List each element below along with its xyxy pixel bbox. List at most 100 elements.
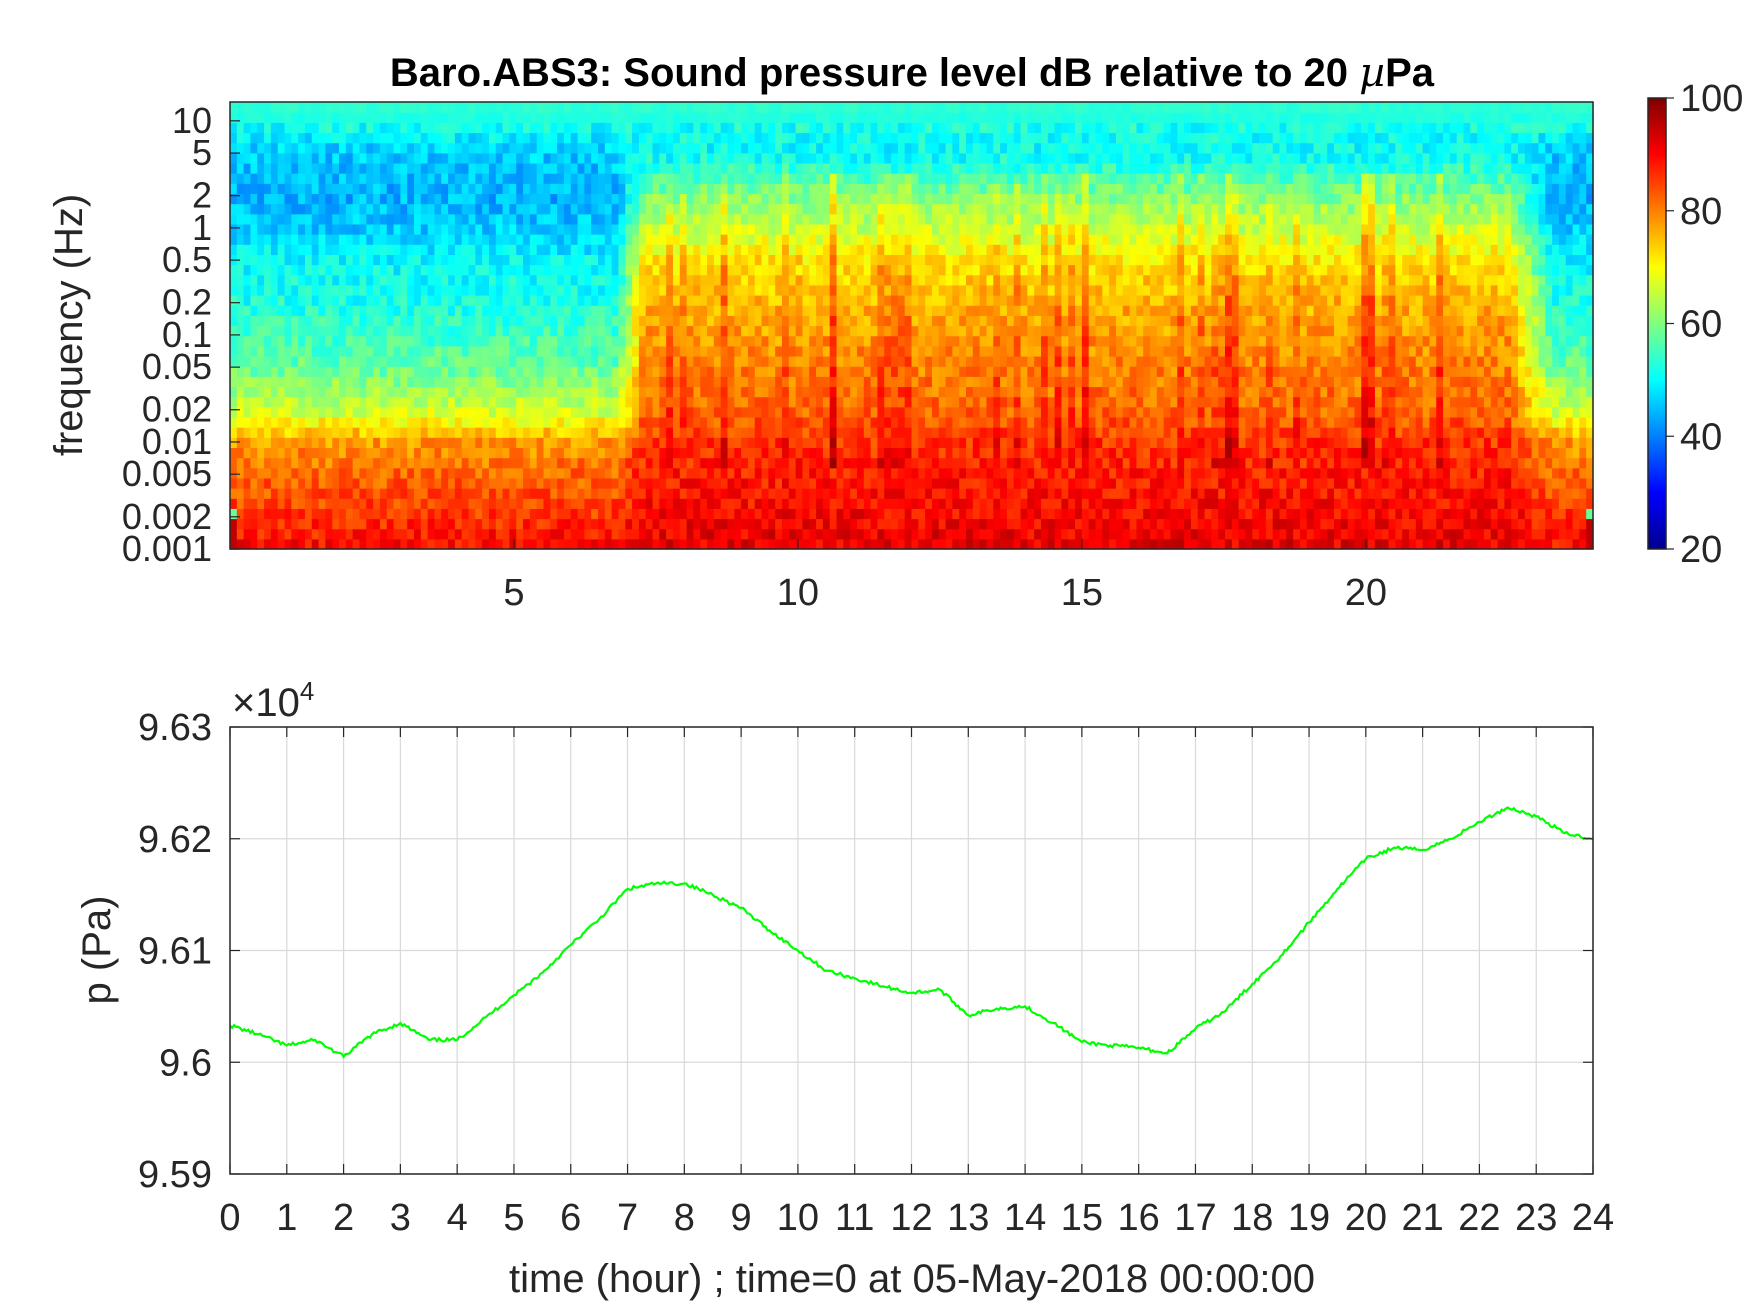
heatmap-cell <box>782 518 790 530</box>
heatmap-cell <box>897 437 906 449</box>
heatmap-cell <box>311 366 320 377</box>
heatmap-cell <box>836 498 844 509</box>
heatmap-cell <box>420 376 429 388</box>
heatmap-cell <box>625 477 633 489</box>
heatmap-cell <box>904 284 913 296</box>
heatmap-cell <box>570 467 579 479</box>
heatmap-cell <box>959 162 967 174</box>
heatmap-cell <box>925 406 933 418</box>
heatmap-cell <box>379 427 388 438</box>
heatmap-cell <box>536 203 545 215</box>
heatmap-cell <box>311 477 320 489</box>
heatmap-cell <box>822 396 831 408</box>
heatmap-cell <box>243 518 252 530</box>
heatmap-cell <box>816 498 824 509</box>
heatmap-cell <box>959 264 967 276</box>
heatmap-cell <box>536 274 545 286</box>
heatmap-cell <box>870 244 879 255</box>
heatmap-cell <box>672 132 681 144</box>
heatmap-cell <box>400 437 408 449</box>
heatmap-cell <box>747 203 756 215</box>
heatmap-cell <box>959 366 967 377</box>
heatmap-cell <box>727 488 735 499</box>
heatmap-cell <box>304 457 313 469</box>
heatmap-cell <box>441 416 449 428</box>
heatmap-cell <box>359 355 367 367</box>
heatmap-cell <box>230 518 238 530</box>
heatmap-cell <box>591 437 599 449</box>
heatmap-cell <box>911 518 919 530</box>
heatmap-cell <box>952 467 960 479</box>
heatmap-cell <box>911 538 919 550</box>
heatmap-cell <box>516 355 524 367</box>
heatmap-cell <box>959 244 967 255</box>
heatmap-cell <box>897 538 906 550</box>
heatmap-cell <box>925 305 933 316</box>
heatmap-cell <box>291 335 299 347</box>
heatmap-cell <box>850 152 858 164</box>
heatmap-cell <box>645 295 654 306</box>
heatmap-cell <box>598 254 606 266</box>
heatmap-cell <box>475 213 483 225</box>
heatmap-cell <box>393 193 401 205</box>
heatmap-cell <box>325 376 333 388</box>
heatmap-cell <box>945 193 953 205</box>
heatmap-cell <box>850 528 858 540</box>
heatmap-cell <box>870 102 879 113</box>
heatmap-cell <box>468 386 476 398</box>
heatmap-cell <box>325 102 333 113</box>
heatmap-cell <box>523 508 531 520</box>
heatmap-cell <box>379 396 388 408</box>
heatmap-cell <box>345 488 354 499</box>
heatmap-cell <box>482 345 490 357</box>
heatmap-cell <box>243 416 252 428</box>
heatmap-cell <box>672 508 681 520</box>
heatmap-cell <box>291 376 299 388</box>
heatmap-cell <box>257 315 265 327</box>
heatmap-cell <box>775 518 783 530</box>
heatmap-cell <box>843 183 851 195</box>
heatmap-cell <box>591 162 599 174</box>
heatmap-cell <box>420 284 429 296</box>
heatmap-cell <box>557 467 565 479</box>
heatmap-cell <box>379 447 388 459</box>
heatmap-cell <box>679 467 688 479</box>
heatmap-cell <box>359 345 367 357</box>
heatmap-cell <box>632 223 640 235</box>
heatmap-cell <box>332 264 340 276</box>
heatmap-cell <box>836 538 844 550</box>
heatmap-cell <box>659 274 667 286</box>
heatmap-cell <box>938 416 947 428</box>
heatmap-cell <box>693 467 701 479</box>
heatmap-cell <box>434 132 442 144</box>
heatmap-cell <box>236 457 245 469</box>
heatmap-cell <box>843 457 851 469</box>
heatmap-cell <box>339 437 347 449</box>
heatmap-cell <box>488 386 497 398</box>
heatmap-cell <box>236 152 245 164</box>
heatmap-cell <box>836 295 844 306</box>
heatmap-cell <box>250 152 258 164</box>
heatmap-cell <box>577 162 585 174</box>
heatmap-cell <box>591 488 599 499</box>
heatmap-cell <box>359 528 367 540</box>
heatmap-cell <box>829 477 838 489</box>
heatmap-cell <box>257 335 265 347</box>
heatmap-cell <box>277 477 286 489</box>
heatmap-cell <box>836 152 844 164</box>
heatmap-cell <box>938 102 947 113</box>
heatmap-cell <box>570 234 579 245</box>
heatmap-cell <box>693 396 701 408</box>
heatmap-cell <box>904 345 913 357</box>
heatmap-cell <box>897 142 906 154</box>
heatmap-cell <box>611 234 620 245</box>
heatmap-cell <box>918 325 926 337</box>
heatmap-cell <box>414 122 422 134</box>
heatmap-cell <box>284 345 292 357</box>
heatmap-cell <box>816 355 824 367</box>
heatmap-cell <box>461 325 470 337</box>
heatmap-cell <box>488 498 497 509</box>
heatmap-cell <box>945 315 953 327</box>
heatmap-cell <box>870 508 879 520</box>
heatmap-cell <box>618 325 626 337</box>
